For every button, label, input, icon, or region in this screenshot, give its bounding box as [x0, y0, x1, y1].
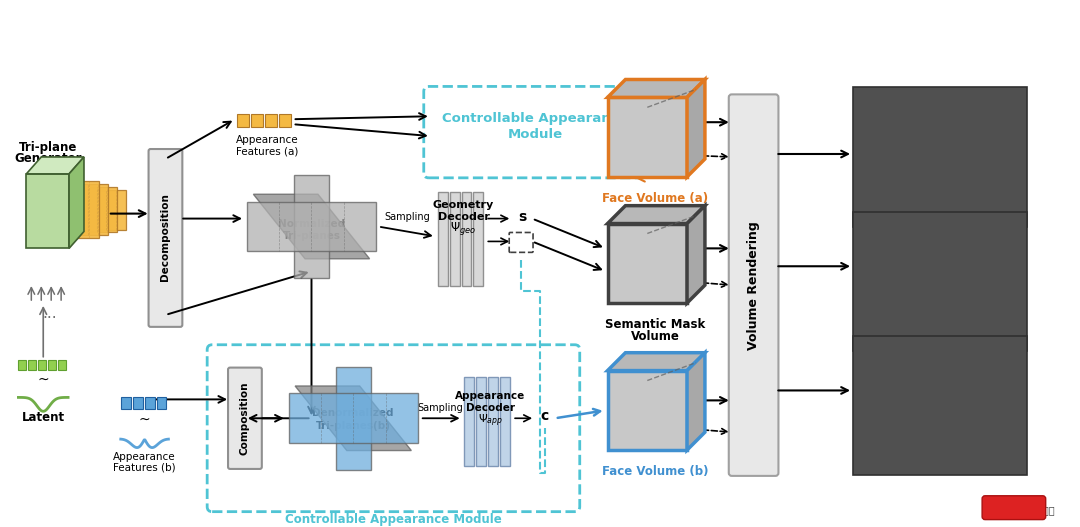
Polygon shape	[608, 353, 705, 370]
Bar	[145, 397, 154, 409]
Text: Features (a): Features (a)	[235, 146, 298, 156]
Text: Geometry: Geometry	[433, 200, 495, 210]
Text: $\sigma$: $\sigma$	[516, 237, 526, 250]
Text: $\Psi_{geo}$: $\Psi_{geo}$	[450, 220, 476, 237]
Text: Composition: Composition	[240, 382, 249, 455]
Text: Tri-plane: Tri-plane	[19, 141, 78, 153]
Text: c: c	[541, 409, 549, 423]
Text: Normalized: Normalized	[278, 219, 345, 229]
Text: Decoder: Decoder	[437, 211, 489, 221]
Polygon shape	[608, 80, 705, 97]
Text: Appearance: Appearance	[113, 452, 176, 462]
Polygon shape	[687, 206, 705, 303]
Text: Denormalized: Denormalized	[312, 408, 394, 418]
Text: ...: ...	[42, 306, 56, 321]
Bar	[28, 359, 37, 369]
FancyBboxPatch shape	[207, 345, 580, 512]
Bar	[608, 223, 687, 303]
Text: ~: ~	[38, 373, 49, 386]
Polygon shape	[336, 367, 370, 470]
Polygon shape	[96, 190, 125, 229]
Text: ~: ~	[138, 412, 150, 426]
FancyBboxPatch shape	[509, 232, 534, 252]
Polygon shape	[687, 353, 705, 450]
Bar	[237, 114, 248, 127]
Text: Module: Module	[508, 128, 563, 141]
Text: Generator: Generator	[14, 152, 82, 165]
Bar	[473, 192, 484, 286]
Bar	[121, 397, 131, 409]
Bar	[38, 359, 46, 369]
FancyBboxPatch shape	[228, 368, 261, 469]
Polygon shape	[295, 386, 411, 451]
Text: Features (b): Features (b)	[113, 463, 176, 473]
Bar	[500, 376, 510, 466]
Bar	[853, 212, 1027, 350]
Polygon shape	[288, 394, 418, 443]
Polygon shape	[294, 175, 329, 278]
FancyBboxPatch shape	[982, 496, 1045, 520]
Bar	[58, 359, 66, 369]
Bar	[476, 376, 486, 466]
Bar	[488, 376, 498, 466]
Text: Volume: Volume	[631, 330, 679, 343]
Text: Decomposition: Decomposition	[161, 193, 171, 281]
Text: Face Volume (a): Face Volume (a)	[603, 192, 708, 205]
Text: Tri-planes(b): Tri-planes(b)	[315, 421, 391, 431]
Bar	[608, 97, 687, 177]
Text: Sampling: Sampling	[384, 211, 430, 221]
Bar	[251, 114, 262, 127]
FancyBboxPatch shape	[729, 94, 779, 476]
FancyBboxPatch shape	[423, 86, 647, 178]
Bar	[461, 192, 472, 286]
Polygon shape	[608, 206, 705, 223]
Polygon shape	[69, 181, 99, 238]
Bar	[157, 397, 166, 409]
Polygon shape	[69, 157, 84, 248]
Bar	[279, 114, 291, 127]
Bar	[608, 370, 687, 450]
Text: Volume Rendering: Volume Rendering	[747, 221, 760, 349]
Bar	[853, 87, 1027, 227]
Polygon shape	[26, 174, 69, 248]
Bar	[437, 192, 447, 286]
Bar	[464, 376, 474, 466]
Text: s: s	[518, 210, 526, 223]
Polygon shape	[247, 202, 376, 251]
Text: Sampling: Sampling	[418, 403, 463, 413]
Text: Semantic Mask: Semantic Mask	[605, 318, 705, 331]
Bar	[449, 192, 459, 286]
Text: Latent: Latent	[22, 411, 65, 424]
Text: 中文网: 中文网	[1038, 506, 1055, 515]
Polygon shape	[687, 80, 705, 177]
Text: php: php	[1002, 506, 1025, 515]
Text: $\Psi_{app}$: $\Psi_{app}$	[477, 413, 503, 430]
FancyBboxPatch shape	[149, 149, 183, 327]
Bar	[853, 336, 1027, 475]
Bar	[18, 359, 26, 369]
Text: Controllable Appearance Module: Controllable Appearance Module	[285, 513, 501, 526]
Polygon shape	[26, 157, 84, 174]
Bar	[265, 114, 276, 127]
Polygon shape	[87, 187, 117, 232]
Text: Face Volume (b): Face Volume (b)	[602, 465, 708, 479]
Text: Tri-planes: Tri-planes	[283, 231, 340, 241]
Text: Decoder: Decoder	[465, 403, 515, 413]
Polygon shape	[78, 184, 108, 236]
Text: Appearance: Appearance	[455, 392, 526, 402]
Bar	[49, 359, 56, 369]
Bar	[133, 397, 143, 409]
Polygon shape	[254, 194, 369, 259]
Text: Controllable Appearance: Controllable Appearance	[443, 112, 627, 125]
Text: Appearance: Appearance	[235, 135, 298, 145]
